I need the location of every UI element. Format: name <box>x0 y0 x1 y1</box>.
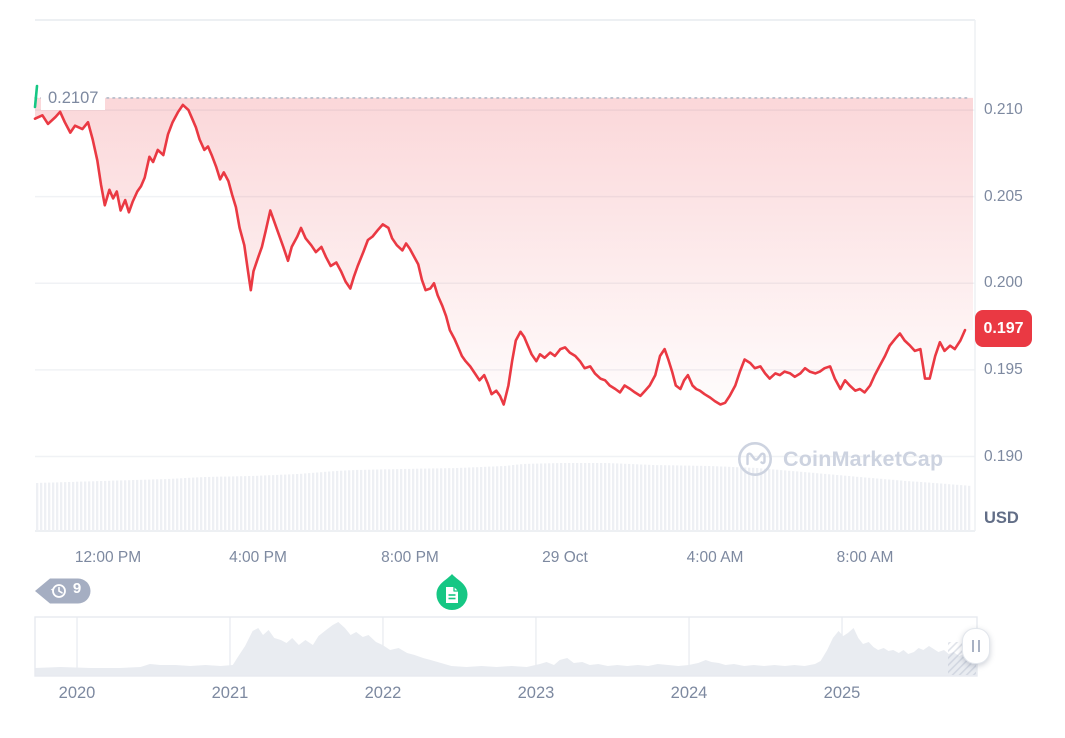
navigator-year-label: 2022 <box>364 684 402 702</box>
volume-bars <box>36 463 971 531</box>
x-tick-label: 12:00 PM <box>74 549 142 566</box>
reference-price-label: 0.2107 <box>41 88 106 110</box>
clock-history-icon <box>50 584 66 598</box>
price-area-fill <box>35 97 973 405</box>
navigator-year-label: 2024 <box>670 684 708 702</box>
navigator-year-label: 2023 <box>517 684 555 702</box>
navigator-history-area <box>35 622 977 676</box>
current-price-badge: 0.197 <box>975 310 1032 347</box>
history-count-badge: 9 <box>72 580 82 597</box>
coinmarketcap-logo-icon <box>738 442 772 476</box>
session-open-green-tick <box>33 84 39 109</box>
price-line <box>33 103 967 406</box>
x-tick-label: 4:00 AM <box>686 549 744 566</box>
navigator-year-label: 2020 <box>58 684 96 702</box>
navigator-year-label: 2025 <box>823 684 861 702</box>
y-tick-label: 0.190 <box>984 447 1023 465</box>
y-tick-label: 0.210 <box>984 101 1023 119</box>
navigator-year-label: 2021 <box>211 684 249 702</box>
currency-label: USD <box>984 509 1019 527</box>
history-annotations-button[interactable]: 9 <box>33 576 97 607</box>
x-tick-label: 29 Oct <box>542 549 588 566</box>
x-tick-label: 4:00 PM <box>229 549 287 566</box>
y-tick-label: 0.205 <box>984 187 1023 205</box>
coinmarketcap-watermark: CoinMarketCap <box>736 440 943 478</box>
watermark-text: CoinMarketCap <box>783 446 944 471</box>
y-tick-label: 0.195 <box>984 360 1023 378</box>
x-tick-label: 8:00 PM <box>381 549 439 566</box>
y-tick-label: 0.200 <box>984 274 1023 292</box>
document-icon <box>446 587 458 603</box>
navigator-resize-handle[interactable] <box>962 628 990 664</box>
pause-resize-handle-icon <box>972 640 974 652</box>
x-tick-label: 8:00 AM <box>836 549 894 566</box>
news-marker-pin[interactable] <box>433 572 471 614</box>
